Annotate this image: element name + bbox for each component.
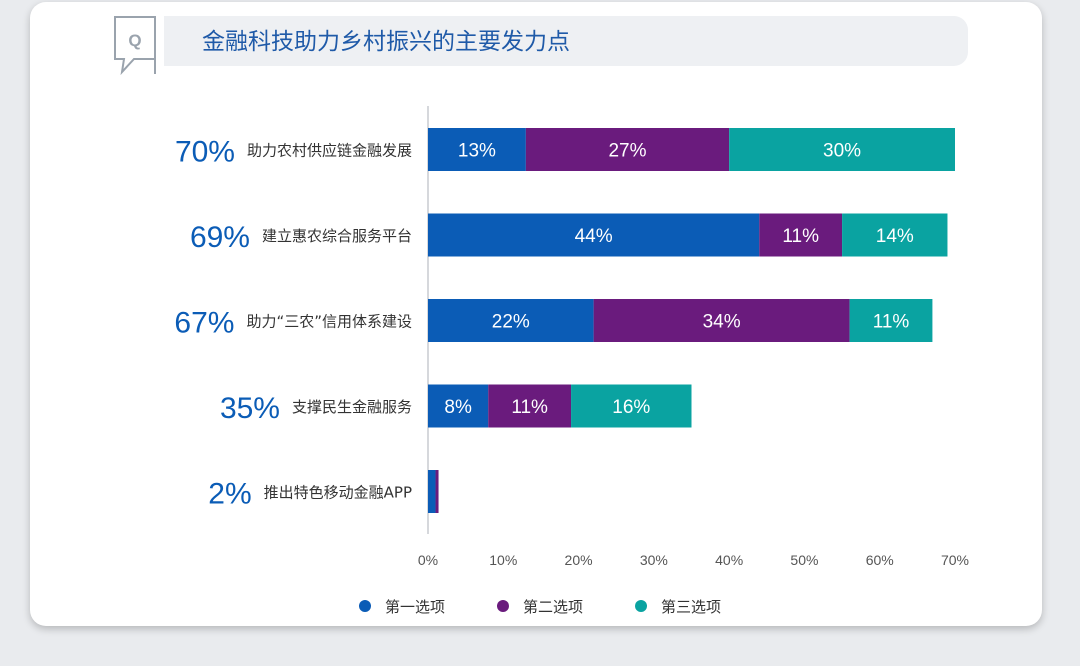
bar-segment-3: [729, 128, 955, 171]
bar-value-label: 34%: [703, 312, 741, 333]
bar-segment-2: [593, 299, 850, 342]
legend-dot: [635, 600, 647, 612]
legend-dot: [496, 600, 509, 612]
bar-segment-3: [849, 299, 933, 342]
bar-value-label: 8%: [444, 397, 472, 418]
bar-value-label: 11%: [782, 226, 819, 247]
x-tick-label: 0%: [418, 552, 438, 568]
x-tick-label: 50%: [790, 552, 818, 568]
bar-value-label: 30%: [823, 141, 861, 162]
total-percent: 2%: [208, 478, 251, 511]
total-percent: 35%: [220, 392, 280, 425]
bar-value-label: 13%: [458, 141, 496, 162]
bar-value-label: 14%: [876, 226, 914, 247]
total-percent: 69%: [190, 221, 250, 254]
category-label: 推出特色移动金融APP: [264, 484, 412, 502]
title-bar: [164, 16, 968, 66]
total-percent: 70%: [175, 136, 235, 169]
bar-segment-2: [759, 213, 843, 257]
bar-segment-2: [525, 128, 730, 171]
bar-segment-1: [428, 470, 436, 513]
svg-text:Q: Q: [128, 31, 141, 50]
legend-label: 第三选项: [661, 597, 722, 616]
x-tick-label: 40%: [715, 552, 743, 568]
legend-item-first: 第一选项: [358, 596, 445, 617]
bar-segment-2: [435, 470, 439, 513]
bar-segment-1: [428, 384, 489, 428]
legend-dot: [358, 600, 371, 612]
bar-value-label: 11%: [873, 312, 910, 333]
question-icon: Q: [114, 16, 156, 76]
bar-segment-1: [428, 213, 760, 257]
bar-value-label: 22%: [492, 312, 530, 333]
total-percent: 67%: [174, 307, 234, 340]
bar-value-label: 11%: [511, 397, 548, 418]
legend-item-third: 第三选项: [635, 596, 721, 617]
x-tick-label: 70%: [941, 552, 969, 568]
bar-value-label: 44%: [575, 226, 613, 247]
chart-title: 金融科技助力乡村振兴的主要发力点: [202, 29, 570, 55]
category-label: 助力“三农”信用体系建设: [246, 313, 412, 331]
bar-value-label: 16%: [612, 397, 650, 418]
bar-segment-1: [428, 128, 526, 171]
legend-item-second: 第二选项: [496, 596, 583, 617]
bar-segment-2: [488, 384, 572, 428]
x-tick-label: 30%: [640, 552, 668, 568]
category-label: 支撑民生金融服务: [292, 398, 412, 416]
bar-segment-3: [842, 213, 948, 257]
x-tick-label: 60%: [866, 552, 894, 568]
category-label: 助力农村供应链金融发展: [247, 142, 412, 160]
bar-value-label: 27%: [608, 141, 646, 162]
bar-segment-1: [428, 299, 594, 342]
category-label: 建立惠农综合服务平台: [262, 227, 412, 245]
legend-label: 第二选项: [522, 597, 583, 616]
legend-label: 第一选项: [384, 597, 445, 616]
bar-segment-3: [571, 384, 692, 428]
x-tick-label: 10%: [489, 552, 517, 568]
x-tick-label: 20%: [565, 552, 593, 568]
legend: 第一选项 第二选项 第三选项: [0, 594, 1080, 618]
